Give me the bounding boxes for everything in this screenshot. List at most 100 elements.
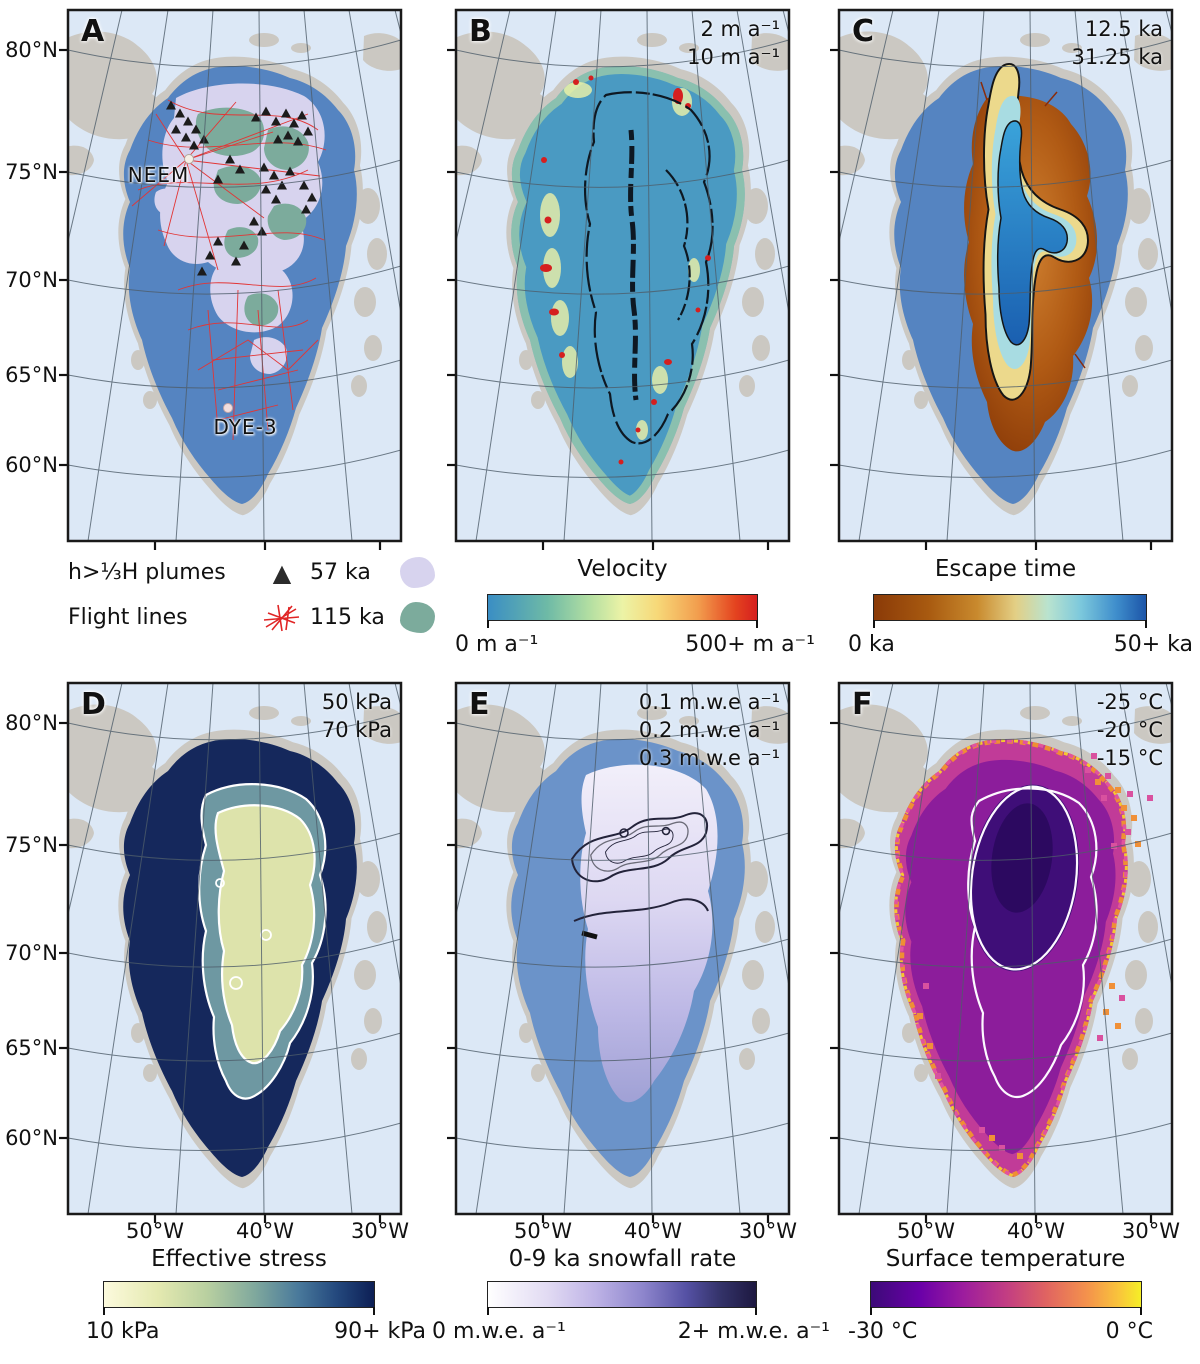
contour-key-line: 0.2 m.w.e a⁻¹	[638, 718, 780, 742]
colorbar-effective-stress	[103, 1281, 375, 1315]
panel-letter: D	[81, 687, 106, 722]
legend-row-flightlines: Flight lines 115 ka	[68, 595, 444, 640]
map-e	[445, 681, 791, 1225]
colorbar-snowfall-labels: 0 m.w.e. a⁻¹ 2+ m.w.e. a⁻¹	[432, 1318, 830, 1346]
teal-region-swatch	[399, 602, 435, 633]
lavender-region-swatch	[399, 557, 435, 588]
colorbar-max-label: 2+ m.w.e. a⁻¹	[677, 1319, 830, 1344]
contour-key-line: -25 °C	[1096, 690, 1163, 714]
panel-frame	[66, 8, 403, 543]
panel-b: B 2 m a⁻¹ 10 m a⁻¹	[445, 8, 791, 552]
contour-key-line: 0.3 m.w.e a⁻¹	[638, 746, 780, 770]
colorbar-title-effective-stress: Effective stress	[151, 1246, 327, 1272]
contour-key-line: 12.5 ka	[1084, 17, 1163, 41]
velocity-contours	[583, 91, 714, 445]
flight-lines-icon	[263, 604, 300, 631]
lon-label: 50°W	[514, 1219, 572, 1243]
contour-key: 0.1 m.w.e a⁻¹ 0.2 m.w.e a⁻¹ 0.3 m.w.e a⁻…	[639, 688, 780, 772]
map-b	[445, 8, 791, 552]
colorbar-velocity	[487, 594, 758, 628]
lat-label: 65°N	[5, 363, 58, 387]
site-label-neem: NEEM	[127, 163, 190, 187]
colorbar-velocity-labels: 0 m a⁻¹ 500+ m a⁻¹	[455, 631, 815, 659]
lon-label: 30°W	[739, 1219, 797, 1243]
colorbar-title-snowfall: 0-9 ka snowfall rate	[508, 1246, 737, 1272]
lat-label: 75°N	[5, 160, 58, 184]
colorbar-min-label: 0 ka	[848, 632, 895, 657]
panel-letter: C	[852, 14, 875, 49]
panel-frame	[454, 8, 791, 543]
dye3-marker	[223, 403, 233, 413]
colorbar-title-velocity: Velocity	[577, 556, 668, 582]
map-d	[57, 681, 403, 1225]
temperature-contours	[967, 785, 1098, 1099]
map-a	[57, 8, 403, 552]
lat-label: 80°N	[5, 38, 58, 62]
panel-letter: E	[469, 687, 490, 722]
contour-key-line: 31.25 ka	[1071, 45, 1163, 69]
lon-label: 50°W	[897, 1219, 955, 1243]
panel-a-legend: h>⅓H plumes ▲ 57 ka Flight lines 115 ka	[68, 550, 444, 640]
panel-c: C 12.5 ka 31.25 ka	[828, 8, 1174, 552]
lon-label: 40°W	[236, 1219, 294, 1243]
fast-flow-spots	[540, 75, 711, 465]
lat-label: 60°N	[5, 1126, 58, 1150]
contour-key: 50 kPa 70 kPa	[322, 688, 392, 744]
panel-e: E 0.1 m.w.e a⁻¹ 0.2 m.w.e a⁻¹ 0.3 m.w.e …	[445, 681, 791, 1225]
colorbar-escape-time-labels: 0 ka 50+ ka	[848, 631, 1193, 659]
panel-frame	[837, 8, 1174, 543]
panel-frame	[454, 681, 791, 1216]
lat-label: 65°N	[5, 1036, 58, 1060]
lat-label: 70°N	[5, 941, 58, 965]
colorbar-max-label: 500+ m a⁻¹	[685, 632, 815, 657]
lat-label: 60°N	[5, 453, 58, 477]
panel-letter: A	[81, 14, 105, 49]
legend-57ka-label: 57 ka	[310, 560, 371, 585]
triangle-icon: ▲	[272, 558, 292, 587]
panel-letter: B	[469, 14, 492, 49]
panel-f: F -25 °C -20 °C -15 °C	[828, 681, 1174, 1225]
lon-label: 30°W	[351, 1219, 409, 1243]
contour-key-line: -20 °C	[1096, 718, 1163, 742]
contour-key-line: 0.1 m.w.e a⁻¹	[638, 690, 780, 714]
colorbar-surface-temperature-labels: -30 °C 0 °C	[848, 1318, 1153, 1346]
neem-marker	[184, 154, 194, 164]
colorbar-escape-time	[873, 594, 1147, 628]
lon-label: 50°W	[126, 1219, 184, 1243]
contour-key-line: 50 kPa	[321, 690, 392, 714]
colorbar-effective-stress-labels: 10 kPa 90+ kPa	[86, 1318, 426, 1346]
velocity-margins	[511, 66, 745, 504]
contour-key-line: -15 °C	[1096, 746, 1163, 770]
legend-flightlines-label: Flight lines	[68, 605, 188, 630]
panel-a: A NEEM DYE-3	[57, 8, 403, 552]
contour-key: -25 °C -20 °C -15 °C	[1097, 688, 1163, 772]
lat-label: 80°N	[5, 711, 58, 735]
lon-label: 40°W	[624, 1219, 682, 1243]
escape-time-field	[964, 62, 1098, 452]
contour-key: 2 m a⁻¹ 10 m a⁻¹	[687, 15, 780, 71]
lat-label: 70°N	[5, 268, 58, 292]
colorbar-min-label: 10 kPa	[86, 1319, 160, 1344]
contour-key: 12.5 ka 31.25 ka	[1072, 15, 1163, 71]
legend-115ka-label: 115 ka	[310, 605, 385, 630]
legend-row-plumes: h>⅓H plumes ▲ 57 ka	[68, 550, 444, 595]
site-label-dye3: DYE-3	[213, 415, 278, 439]
colorbar-snowfall	[487, 1281, 757, 1315]
colorbar-min-label: -30 °C	[848, 1319, 918, 1344]
colorbar-min-label: 0 m.w.e. a⁻¹	[432, 1319, 566, 1344]
panel-frame	[66, 681, 403, 1216]
panel-letter: F	[852, 687, 873, 722]
contour-key-line: 2 m a⁻¹	[700, 17, 780, 41]
lon-label: 40°W	[1007, 1219, 1065, 1243]
panel-frame	[837, 681, 1174, 1216]
colorbar-min-label: 0 m a⁻¹	[455, 632, 539, 657]
colorbar-max-label: 50+ ka	[1113, 632, 1193, 657]
map-f	[828, 681, 1174, 1225]
contour-key-line: 10 m a⁻¹	[687, 45, 780, 69]
panel-d: D 50 kPa 70 kPa	[57, 681, 403, 1225]
colorbar-surface-temperature	[870, 1281, 1142, 1315]
legend-plumes-label: h>⅓H plumes	[68, 560, 226, 585]
scattered-pixels	[917, 753, 1153, 1159]
lon-label: 30°W	[1122, 1219, 1180, 1243]
